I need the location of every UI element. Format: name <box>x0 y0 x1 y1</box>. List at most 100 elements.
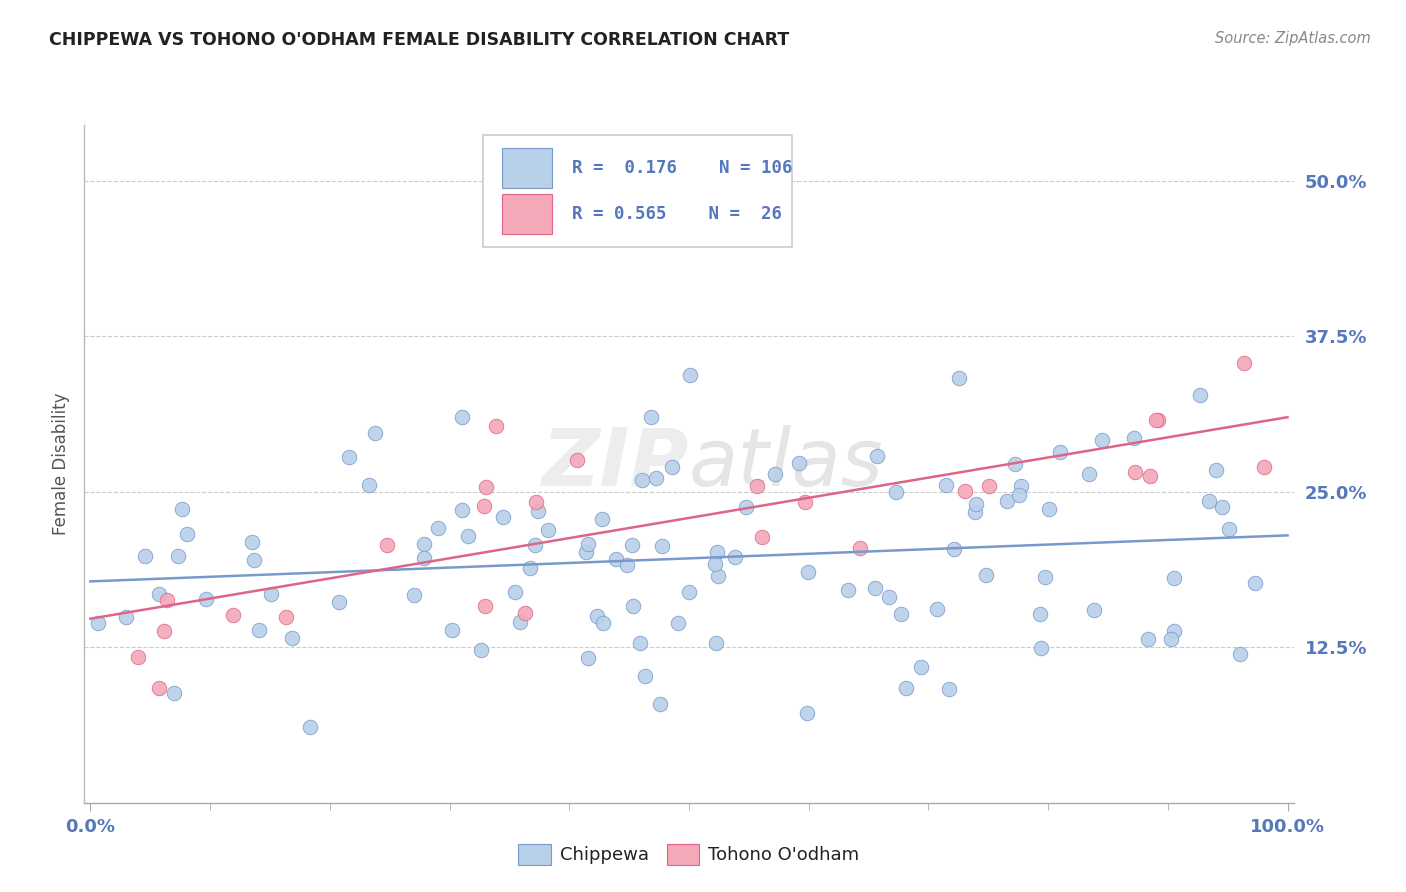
Point <box>797 566 820 580</box>
Text: R =  0.176    N = 106: R = 0.176 N = 106 <box>572 159 792 177</box>
Point <box>877 591 900 605</box>
Point <box>706 545 728 559</box>
Point <box>565 453 588 467</box>
Point <box>537 523 560 537</box>
Y-axis label: Female Disability: Female Disability <box>52 392 70 535</box>
Point <box>260 587 283 601</box>
Point <box>605 552 627 566</box>
Point <box>796 706 818 720</box>
Point <box>457 529 479 543</box>
Text: Source: ZipAtlas.com: Source: ZipAtlas.com <box>1215 31 1371 46</box>
Point <box>890 607 912 621</box>
Point <box>1004 457 1026 471</box>
Point <box>586 608 609 623</box>
Point <box>153 624 176 638</box>
Point <box>650 697 672 711</box>
Point <box>621 599 644 614</box>
Point <box>591 512 613 526</box>
Point <box>503 584 526 599</box>
Point <box>938 681 960 696</box>
Point <box>704 557 727 571</box>
Point <box>640 410 662 425</box>
FancyBboxPatch shape <box>484 135 792 247</box>
Point <box>678 585 700 599</box>
Point <box>524 538 547 552</box>
Point <box>274 610 297 624</box>
Point <box>1091 433 1114 447</box>
Point <box>404 587 426 601</box>
Point <box>1205 463 1227 477</box>
Point <box>240 535 263 549</box>
Point <box>661 460 683 475</box>
Point <box>1229 647 1251 661</box>
Point <box>1123 431 1146 445</box>
Point <box>1163 624 1185 638</box>
Point <box>364 425 387 440</box>
Point <box>848 541 870 555</box>
Point <box>176 527 198 541</box>
FancyBboxPatch shape <box>502 194 553 234</box>
Point <box>634 669 657 683</box>
Text: atlas: atlas <box>689 425 884 503</box>
Point <box>170 501 193 516</box>
Text: CHIPPEWA VS TOHONO O'ODHAM FEMALE DISABILITY CORRELATION CHART: CHIPPEWA VS TOHONO O'ODHAM FEMALE DISABI… <box>49 31 789 49</box>
Text: R = 0.565    N =  26: R = 0.565 N = 26 <box>572 205 782 223</box>
Point <box>621 538 644 552</box>
Point <box>1253 459 1275 474</box>
Point <box>163 686 186 700</box>
Point <box>723 550 745 565</box>
Point <box>942 541 965 556</box>
Point <box>979 479 1001 493</box>
Point <box>281 631 304 645</box>
Point <box>87 615 110 630</box>
Point <box>134 549 156 563</box>
Point <box>1144 413 1167 427</box>
Point <box>927 602 949 616</box>
Point <box>513 606 536 620</box>
Point <box>1078 467 1101 482</box>
Point <box>475 479 498 493</box>
Point <box>1188 388 1211 402</box>
FancyBboxPatch shape <box>502 148 553 188</box>
Point <box>1123 465 1146 479</box>
Point <box>745 479 768 493</box>
Point <box>894 681 917 695</box>
Point <box>995 494 1018 508</box>
Point <box>148 587 170 601</box>
Point <box>645 471 668 485</box>
Point <box>526 504 548 518</box>
Point <box>524 494 547 508</box>
Point <box>1008 488 1031 502</box>
Legend: Chippewa, Tohono O'odham: Chippewa, Tohono O'odham <box>512 837 866 871</box>
Point <box>194 591 217 606</box>
Point <box>156 592 179 607</box>
Point <box>451 410 474 425</box>
Point <box>575 545 598 559</box>
Point <box>243 553 266 567</box>
Point <box>413 550 436 565</box>
Point <box>127 649 149 664</box>
Point <box>509 615 531 629</box>
Point <box>1146 412 1168 426</box>
Point <box>441 624 464 638</box>
Point <box>948 371 970 385</box>
Point <box>631 474 654 488</box>
Point <box>735 500 758 515</box>
Point <box>704 636 727 650</box>
Point <box>222 608 245 623</box>
Point <box>1139 469 1161 483</box>
Point <box>953 484 976 499</box>
Point <box>474 599 496 613</box>
Point <box>866 449 889 463</box>
Point <box>837 582 859 597</box>
Point <box>451 502 474 516</box>
Point <box>1083 603 1105 617</box>
Point <box>1244 575 1267 590</box>
Point <box>666 615 689 630</box>
Point <box>974 568 997 582</box>
Point <box>965 497 987 511</box>
Point <box>1038 501 1060 516</box>
Point <box>935 478 957 492</box>
Point <box>247 623 270 637</box>
Point <box>470 642 492 657</box>
